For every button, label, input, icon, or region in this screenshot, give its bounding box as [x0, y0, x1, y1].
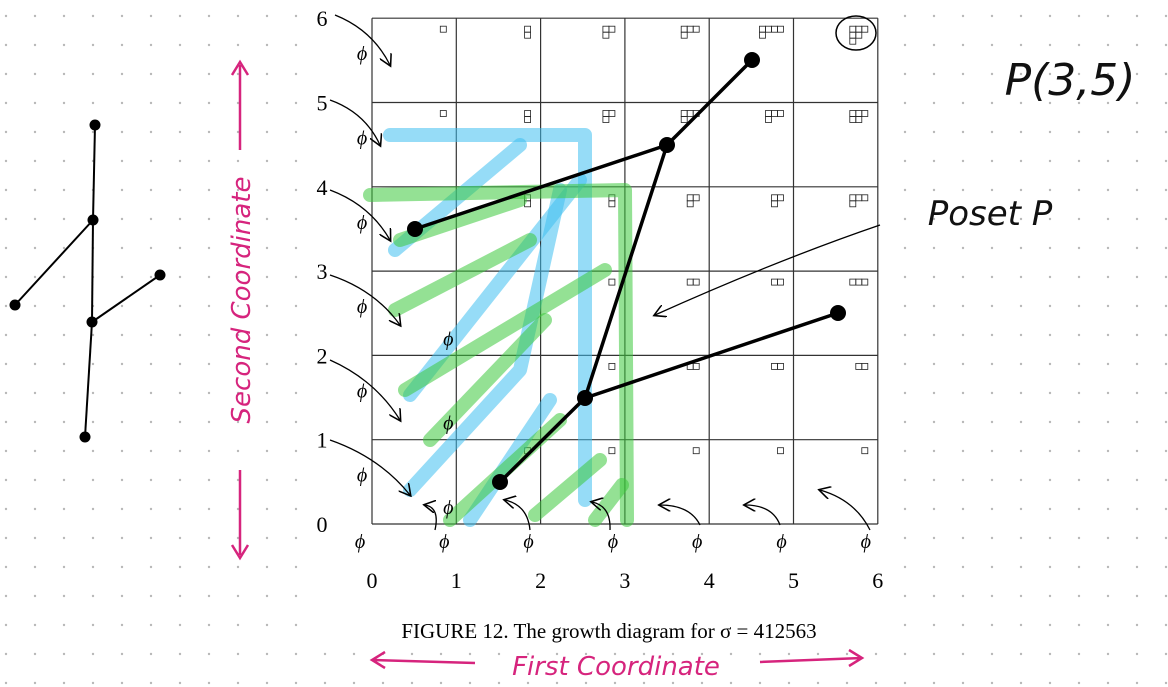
column-label: 3	[619, 568, 630, 593]
row-label: 3	[317, 259, 328, 284]
empty-symbol: ϕ	[523, 531, 533, 553]
empty-symbol: ϕ	[355, 531, 365, 553]
poset-node	[492, 474, 508, 490]
notes-page: 01234560123456ϕϕϕϕϕϕϕϕϕϕϕϕϕϕϕϕ FIGURE 12…	[0, 0, 1168, 687]
column-label: 0	[367, 568, 378, 593]
empty-symbol: ϕ	[443, 413, 453, 435]
figure-background	[305, 0, 897, 652]
sketch-node	[90, 120, 101, 131]
poset-node	[744, 52, 760, 68]
empty-symbol: ϕ	[357, 212, 367, 234]
row-label: 1	[317, 428, 328, 453]
row-label: 4	[317, 175, 328, 200]
sketch-node	[10, 300, 21, 311]
poset-label: Poset P	[928, 194, 1053, 234]
empty-symbol: ϕ	[776, 531, 786, 553]
column-label: 4	[704, 568, 715, 593]
caption: FIGURE 12. The growth diagram for σ = 41…	[401, 619, 816, 643]
poset-node	[407, 221, 423, 237]
sketch-node	[80, 432, 91, 443]
poset-node	[659, 137, 675, 153]
point-label: P(3,5)	[1005, 55, 1136, 106]
sketch-node	[155, 270, 166, 281]
column-label: 2	[535, 568, 546, 593]
empty-symbol: ϕ	[443, 497, 453, 519]
empty-symbol: ϕ	[357, 296, 367, 318]
empty-symbol: ϕ	[861, 531, 871, 553]
column-label: 1	[451, 568, 462, 593]
first-axis-label: First Coordinate	[512, 652, 720, 682]
empty-symbol: ϕ	[357, 43, 367, 65]
row-label: 6	[317, 6, 328, 31]
sketch-node	[87, 317, 98, 328]
row-label: 0	[317, 512, 328, 537]
empty-symbol: ϕ	[357, 380, 367, 402]
poset-node	[577, 390, 593, 406]
poset-node	[830, 305, 846, 321]
sketch-edge	[92, 220, 93, 322]
empty-symbol: ϕ	[608, 531, 618, 553]
row-label: 5	[317, 91, 328, 116]
column-label: 5	[788, 568, 799, 593]
sketch-node	[88, 215, 99, 226]
empty-symbol: ϕ	[443, 328, 453, 350]
empty-symbol: ϕ	[439, 531, 449, 553]
empty-symbol: ϕ	[692, 531, 702, 553]
column-label: 6	[872, 568, 883, 593]
second-axis-label: Second Coordinate	[227, 177, 257, 424]
empty-symbol: ϕ	[357, 465, 367, 487]
empty-symbol: ϕ	[357, 128, 367, 150]
row-label: 2	[317, 343, 328, 368]
